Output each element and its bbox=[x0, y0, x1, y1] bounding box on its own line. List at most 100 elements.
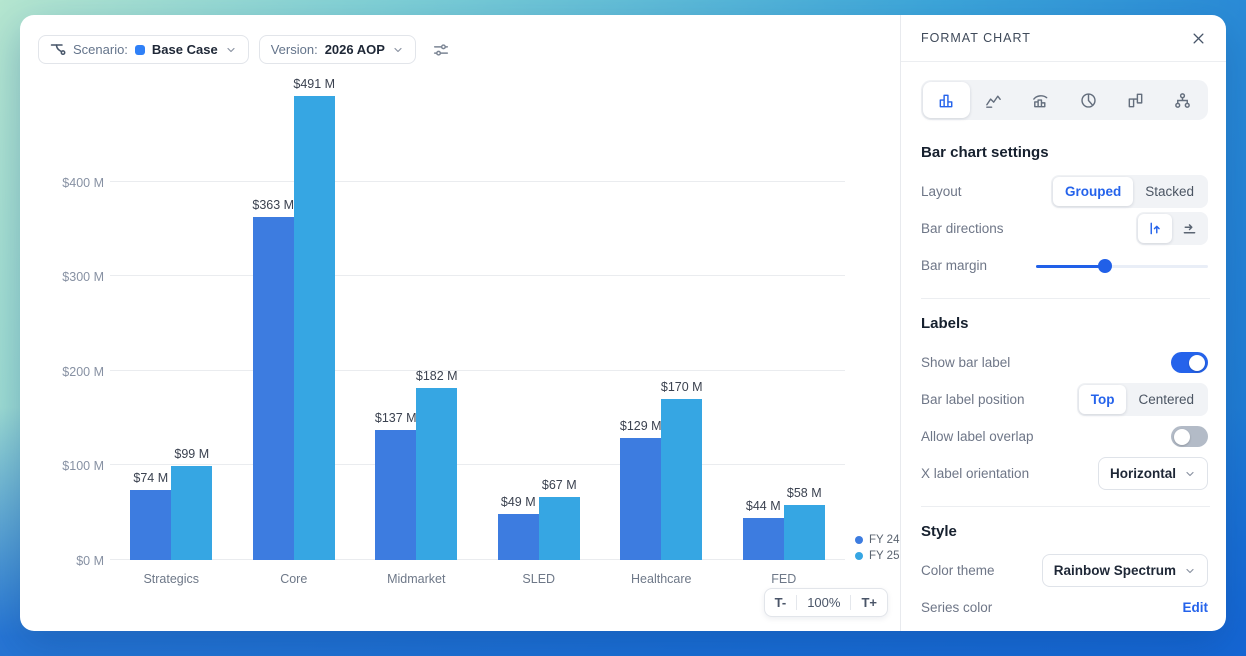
chart-toolbar: Scenario: Base Case Version: 2026 AOP bbox=[38, 35, 456, 64]
tree-chart-icon[interactable] bbox=[1159, 82, 1206, 118]
chart-type-tabs bbox=[921, 80, 1208, 120]
bar-value-label: $44 M bbox=[745, 499, 781, 514]
slider-thumb[interactable] bbox=[1097, 258, 1112, 273]
bar-value-label: $363 M bbox=[252, 197, 295, 212]
series-color-row: Series color Edit bbox=[921, 589, 1208, 626]
layout-segmented-control: Grouped Stacked bbox=[1050, 175, 1208, 208]
bar-directions-row: Bar directions bbox=[921, 210, 1208, 247]
allow-label-overlap-row: Allow label overlap bbox=[921, 418, 1208, 455]
zoom-out-button[interactable]: T- bbox=[774, 595, 787, 610]
bar-value-label: $49 M bbox=[500, 494, 536, 509]
filter-sliders-icon[interactable] bbox=[426, 35, 456, 64]
close-icon[interactable] bbox=[1191, 31, 1206, 46]
x-axis-category-label: Midmarket bbox=[387, 572, 446, 586]
bar-margin-label: Bar margin bbox=[921, 258, 988, 273]
chart-legend: FY 24 FY 25 bbox=[855, 534, 899, 562]
color-theme-value: Rainbow Spectrum bbox=[1053, 563, 1176, 578]
zoom-controls: T- 100% T+ bbox=[763, 588, 888, 617]
bar-fy24-fed[interactable] bbox=[742, 518, 784, 560]
bar-label-position-row: Bar label position Top Centered bbox=[921, 381, 1208, 418]
legend-item-fy24[interactable]: FY 24 bbox=[855, 534, 899, 546]
app-card: Scenario: Base Case Version: 2026 AOP bbox=[20, 15, 1226, 631]
bar-value-label: $74 M bbox=[133, 471, 169, 485]
combo-chart-icon[interactable] bbox=[1017, 82, 1064, 118]
position-option-centered[interactable]: Centered bbox=[1138, 392, 1194, 407]
color-theme-dropdown[interactable]: Rainbow Spectrum bbox=[1041, 554, 1208, 587]
version-label: Version: bbox=[270, 42, 318, 57]
bar-fy25-fed[interactable] bbox=[783, 505, 825, 560]
bar-fy25-core[interactable] bbox=[293, 95, 335, 560]
allow-label-overlap-toggle[interactable] bbox=[1171, 426, 1208, 447]
version-dropdown[interactable]: Version: 2026 AOP bbox=[258, 35, 416, 64]
x-label-orientation-row: X label orientation Horizontal bbox=[921, 455, 1208, 492]
series-color-edit-link[interactable]: Edit bbox=[1182, 600, 1209, 615]
chart-canvas: Scenario: Base Case Version: 2026 AOP bbox=[20, 15, 900, 631]
divider bbox=[850, 595, 852, 610]
labels-heading: Labels bbox=[921, 315, 969, 332]
chevron-down-icon bbox=[1184, 468, 1196, 480]
line-chart-icon[interactable] bbox=[970, 82, 1017, 118]
bar-fy25-sled[interactable] bbox=[538, 496, 580, 560]
bar-value-label: $137 M bbox=[374, 411, 417, 426]
zoom-in-button[interactable]: T+ bbox=[861, 595, 877, 610]
style-heading: Style bbox=[921, 523, 957, 540]
x-label-orientation-value: Horizontal bbox=[1110, 466, 1176, 481]
show-bar-label-toggle[interactable] bbox=[1171, 352, 1208, 373]
gridline bbox=[110, 180, 845, 182]
zoom-level[interactable]: 100% bbox=[807, 595, 841, 610]
bar-margin-slider[interactable] bbox=[1036, 258, 1208, 273]
y-axis-tick-label: $100 M bbox=[62, 459, 104, 474]
divider bbox=[921, 298, 1210, 299]
series-color-label: Series color bbox=[921, 600, 993, 615]
layout-label: Layout bbox=[921, 184, 962, 199]
scenario-dropdown[interactable]: Scenario: Base Case bbox=[38, 35, 249, 64]
panel-title: FORMAT CHART bbox=[921, 31, 1031, 45]
panel-body: Bar chart settings Layout Grouped Stacke… bbox=[901, 62, 1226, 642]
chevron-down-icon bbox=[392, 44, 404, 56]
pie-chart-icon[interactable] bbox=[1065, 82, 1112, 118]
bars-vertical-icon[interactable] bbox=[1138, 214, 1172, 243]
scenario-label: Scenario: bbox=[73, 42, 128, 57]
bar-chart-icon[interactable] bbox=[923, 82, 971, 118]
bars-horizontal-icon[interactable] bbox=[1172, 214, 1206, 243]
gridline bbox=[110, 275, 845, 277]
y-axis-tick-label: $0 M bbox=[76, 554, 104, 568]
bar-value-label: $129 M bbox=[619, 418, 662, 433]
x-label-orientation-label: X label orientation bbox=[921, 466, 1030, 481]
layout-row: Layout Grouped Stacked bbox=[921, 173, 1208, 210]
bar-directions-segmented-control bbox=[1136, 212, 1208, 245]
position-option-top[interactable]: Top bbox=[1078, 385, 1127, 414]
color-theme-label: Color theme bbox=[921, 563, 995, 578]
bar-fy24-healthcare[interactable] bbox=[620, 437, 662, 560]
legend-dot bbox=[855, 552, 863, 560]
gridline bbox=[110, 369, 845, 371]
color-theme-row: Color theme Rainbow Spectrum bbox=[921, 552, 1208, 589]
slider-fill bbox=[1036, 264, 1105, 268]
bar-fy25-strategics[interactable] bbox=[171, 466, 213, 560]
y-axis-tick-label: $300 M bbox=[62, 270, 104, 285]
bar-fy24-midmarket[interactable] bbox=[375, 430, 417, 560]
layout-option-grouped[interactable]: Grouped bbox=[1052, 177, 1134, 206]
bar-fy25-healthcare[interactable] bbox=[661, 399, 703, 560]
bar-fy24-core[interactable] bbox=[252, 216, 294, 560]
legend-label: FY 24 bbox=[869, 534, 900, 546]
bar-value-label: $182 M bbox=[415, 368, 458, 383]
bar-fy24-sled[interactable] bbox=[497, 513, 539, 560]
version-value: 2026 AOP bbox=[324, 42, 385, 57]
scenario-branch-icon bbox=[50, 42, 66, 57]
legend-dot bbox=[855, 536, 863, 544]
layout-option-stacked[interactable]: Stacked bbox=[1145, 184, 1194, 199]
x-label-orientation-dropdown[interactable]: Horizontal bbox=[1098, 457, 1208, 490]
bar-fy25-midmarket[interactable] bbox=[416, 387, 458, 560]
bar-margin-row: Bar margin bbox=[921, 247, 1208, 284]
allow-label-overlap-label: Allow label overlap bbox=[921, 429, 1034, 444]
bar-value-label: $170 M bbox=[660, 380, 703, 395]
waterfall-chart-icon[interactable] bbox=[1112, 82, 1159, 118]
y-axis-tick-label: $400 M bbox=[62, 175, 104, 190]
bar-value-label: $67 M bbox=[541, 477, 577, 492]
divider bbox=[796, 595, 798, 610]
legend-item-fy25[interactable]: FY 25 bbox=[855, 550, 899, 562]
divider bbox=[921, 506, 1210, 507]
bar-fy24-strategics[interactable] bbox=[130, 490, 172, 560]
scenario-color-swatch bbox=[134, 44, 145, 55]
